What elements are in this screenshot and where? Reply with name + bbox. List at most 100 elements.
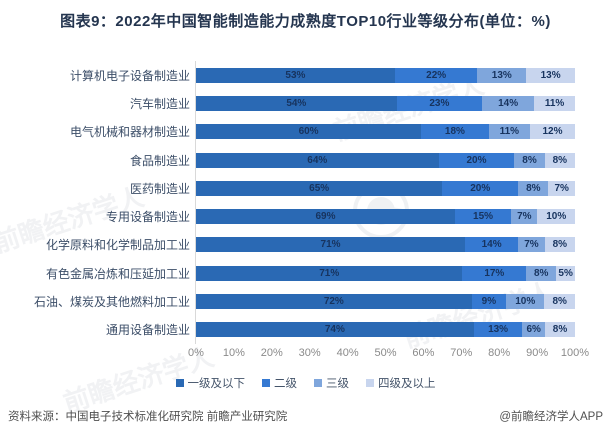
x-tick-label: 90% [526, 347, 549, 359]
footer: 资料来源：中国电子技术标准化研究院 前瞻产业研究院 @前瞻经济学人APP [0, 408, 611, 424]
bar-segment: 54% [196, 95, 397, 111]
bar-segment: 8% [544, 322, 575, 338]
chart-row: 食品制造业 64% 20% 8% 8% [0, 146, 611, 174]
chart-row: 石油、煤炭及其他燃料加工业 72% 9% 10% 8% [0, 287, 611, 315]
stacked-bar: 60% 18% 11% 12% [196, 124, 576, 140]
bar-segment: 8% [544, 294, 575, 310]
bar-segment: 8% [526, 265, 557, 281]
bar-segment: 7% [511, 209, 538, 225]
category-label: 石油、煤炭及其他燃料加工业 [33, 295, 190, 310]
chart-row: 化学原料和化学制品加工业 71% 14% 7% 8% [0, 231, 611, 259]
legend-label: 三级 [326, 378, 349, 390]
legend-label: 一级及以下 [187, 378, 246, 390]
legend-swatch [262, 379, 270, 387]
x-tick-label: 80% [488, 347, 511, 359]
legend-item: 四级及以上 [366, 375, 436, 391]
stacked-bar: 74% 13% 6% 8% [196, 322, 575, 338]
stacked-bar: 72% 9% 10% 8% [196, 294, 575, 310]
x-tick-label: 70% [450, 347, 473, 359]
bar-segment: 20% [438, 152, 515, 168]
bar-segment: 8% [544, 237, 575, 253]
bar-segment: 11% [534, 95, 575, 111]
chart-row: 计算机电子设备制造业 53% 22% 13% 13% [0, 61, 611, 89]
x-tick-label: 0% [188, 347, 204, 359]
source-note: 资料来源：中国电子技术标准化研究院 前瞻产业研究院 [8, 411, 288, 423]
legend-swatch [366, 379, 374, 387]
category-label: 电气机械和器材制造业 [69, 125, 190, 140]
bar-segment: 64% [196, 152, 439, 168]
bar-segment: 22% [394, 67, 478, 83]
bar-segment: 10% [506, 294, 545, 310]
bar-segment: 74% [196, 322, 474, 338]
bar-segment: 13% [526, 67, 575, 83]
stacked-bar: 53% 22% 13% 13% [196, 67, 575, 83]
x-tick-label: 10% [222, 347, 245, 359]
bar-segment: 53% [196, 67, 395, 83]
bar-segment: 13% [473, 322, 523, 338]
bar-segment: 14% [465, 237, 519, 253]
chart-row: 汽车制造业 54% 23% 14% 11% [0, 89, 611, 117]
legend-swatch [175, 379, 184, 387]
category-label: 化学原料和化学制品加工业 [45, 238, 190, 253]
bar-segment: 8% [544, 152, 575, 168]
chart-row: 电气机械和器材制造业 60% 18% 11% 12% [0, 118, 611, 146]
stacked-bar: 69% 15% 7% 10% [196, 209, 575, 225]
category-label: 通用设备制造业 [105, 323, 190, 338]
category-label: 专用设备制造业 [105, 210, 190, 225]
category-label: 有色金属冶炼和压延加工业 [45, 266, 190, 281]
bar-segment: 5% [556, 265, 575, 281]
stacked-bar: 54% 23% 14% 11% [196, 95, 575, 111]
category-label: 食品制造业 [129, 153, 190, 168]
x-tick-label: 20% [260, 347, 283, 359]
bar-segment: 69% [196, 209, 455, 225]
chart-row: 专用设备制造业 69% 15% 7% 10% [0, 202, 611, 230]
bar-segment: 10% [537, 209, 575, 225]
x-tick-label: 60% [412, 347, 435, 359]
bar-segment: 71% [196, 265, 463, 281]
bar-segment: 14% [482, 95, 535, 111]
chart-rows: 计算机电子设备制造业 53% 22% 13% 13% 汽车制造业 54% 23% 14% 11% 电… [0, 61, 611, 344]
category-label: 汽车制造业 [129, 96, 190, 111]
y-axis-line [195, 61, 196, 344]
category-label: 医药制造业 [129, 181, 190, 196]
bar-segment: 7% [548, 180, 575, 196]
stacked-bar: 65% 20% 8% 7% [196, 180, 575, 196]
bar-segment: 65% [196, 180, 443, 196]
bar-segment: 9% [471, 294, 507, 310]
x-tick-label: 100% [560, 347, 590, 359]
bar-segment: 23% [396, 95, 483, 111]
bar-segment: 17% [462, 265, 527, 281]
legend-swatch [314, 379, 322, 387]
stacked-bar: 71% 14% 7% 8% [196, 237, 575, 253]
x-axis: 0% 10% 20% 30% 40% 50% 60% 70% 80% 90% 100% [188, 347, 589, 361]
chart-row: 医药制造业 65% 20% 8% 7% [0, 174, 611, 202]
bar-segment: 11% [488, 124, 530, 140]
stacked-bar: 64% 20% 8% 8% [196, 152, 575, 168]
x-tick-label: 50% [374, 347, 397, 359]
bar-segment: 13% [477, 67, 527, 83]
bar-segment: 15% [454, 209, 512, 225]
bar-segment: 71% [196, 237, 466, 253]
legend-item: 一级及以下 [175, 375, 246, 391]
chart-row: 有色金属冶炼和压延加工业 71% 17% 8% 5% [0, 259, 611, 287]
bar-segment: 72% [196, 294, 472, 310]
bar-segment: 8% [514, 152, 545, 168]
bar-segment: 20% [442, 180, 519, 196]
chart-row: 通用设备制造业 74% 13% 6% 8% [0, 316, 611, 344]
bar-segment: 18% [421, 124, 489, 140]
legend-item: 三级 [314, 375, 349, 391]
legend-item: 二级 [262, 375, 297, 391]
bar-segment: 6% [522, 322, 545, 338]
bar-segment: 60% [196, 124, 422, 140]
stacked-bar: 71% 17% 8% 5% [196, 265, 575, 281]
chart-title: 图表9：2022年中国智能制造能力成熟度TOP10行业等级分布(单位：%) [60, 13, 551, 30]
credit-note: @前瞻经济学人APP [499, 411, 603, 423]
legend: 一级及以下 二级 三级 四级及以上 [0, 375, 611, 391]
bar-segment: 7% [518, 237, 545, 253]
x-tick-label: 40% [336, 347, 359, 359]
legend-label: 二级 [274, 378, 297, 390]
x-tick-label: 30% [298, 347, 321, 359]
bar-segment: 8% [518, 180, 549, 196]
bar-segment: 12% [529, 124, 576, 140]
